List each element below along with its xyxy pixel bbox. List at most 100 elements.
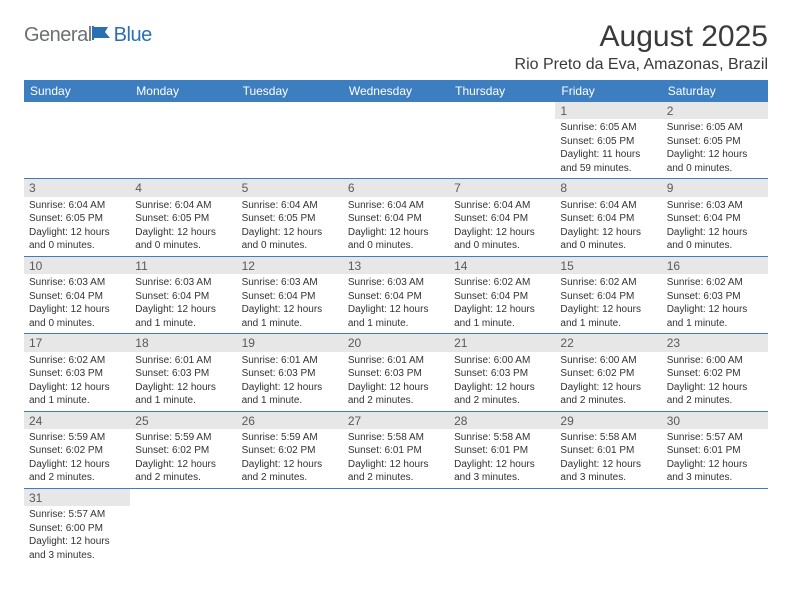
sunset-text: Sunset: 6:00 PM <box>29 522 125 536</box>
sunset-text: Sunset: 6:05 PM <box>135 212 231 226</box>
sunrise-text: Sunrise: 6:00 AM <box>560 354 656 368</box>
day-cell <box>449 488 555 565</box>
sunset-text: Sunset: 6:04 PM <box>348 212 444 226</box>
day-number: 5 <box>237 179 343 196</box>
sunset-text: Sunset: 6:01 PM <box>454 444 550 458</box>
day-number: 22 <box>555 334 661 351</box>
sunrise-text: Sunrise: 6:05 AM <box>560 121 656 135</box>
day-body: Sunrise: 6:05 AMSunset: 6:05 PMDaylight:… <box>555 119 661 178</box>
daylight-text: Daylight: 12 hours and 2 minutes. <box>454 381 550 408</box>
day-number: 26 <box>237 412 343 429</box>
sunset-text: Sunset: 6:02 PM <box>560 367 656 381</box>
daylight-text: Daylight: 12 hours and 1 minute. <box>242 381 338 408</box>
sunset-text: Sunset: 6:04 PM <box>667 212 763 226</box>
daylight-text: Daylight: 12 hours and 0 minutes. <box>667 148 763 175</box>
day-number: 23 <box>662 334 768 351</box>
day-body: Sunrise: 6:04 AMSunset: 6:05 PMDaylight:… <box>130 197 236 256</box>
day-body: Sunrise: 6:02 AMSunset: 6:03 PMDaylight:… <box>24 352 130 411</box>
sunrise-text: Sunrise: 6:04 AM <box>348 199 444 213</box>
day-cell: 31Sunrise: 5:57 AMSunset: 6:00 PMDayligh… <box>24 488 130 565</box>
day-body: Sunrise: 6:03 AMSunset: 6:04 PMDaylight:… <box>662 197 768 256</box>
sunrise-text: Sunrise: 6:01 AM <box>242 354 338 368</box>
day-cell: 2Sunrise: 6:05 AMSunset: 6:05 PMDaylight… <box>662 102 768 179</box>
sunrise-text: Sunrise: 6:00 AM <box>454 354 550 368</box>
sunset-text: Sunset: 6:04 PM <box>454 212 550 226</box>
daylight-text: Daylight: 12 hours and 1 minute. <box>560 303 656 330</box>
week-row: 17Sunrise: 6:02 AMSunset: 6:03 PMDayligh… <box>24 334 768 411</box>
sunrise-text: Sunrise: 5:58 AM <box>348 431 444 445</box>
col-tuesday: Tuesday <box>237 80 343 102</box>
daylight-text: Daylight: 12 hours and 1 minute. <box>135 381 231 408</box>
day-body: Sunrise: 6:02 AMSunset: 6:04 PMDaylight:… <box>449 274 555 333</box>
day-cell <box>555 488 661 565</box>
sunrise-text: Sunrise: 6:04 AM <box>135 199 231 213</box>
daylight-text: Daylight: 12 hours and 2 minutes. <box>348 381 444 408</box>
day-number: 6 <box>343 179 449 196</box>
day-cell: 8Sunrise: 6:04 AMSunset: 6:04 PMDaylight… <box>555 179 661 256</box>
sunset-text: Sunset: 6:03 PM <box>667 290 763 304</box>
page: General Blue August 2025 Rio Preto da Ev… <box>0 0 792 585</box>
day-cell: 7Sunrise: 6:04 AMSunset: 6:04 PMDaylight… <box>449 179 555 256</box>
day-body: Sunrise: 6:03 AMSunset: 6:04 PMDaylight:… <box>343 274 449 333</box>
day-cell: 14Sunrise: 6:02 AMSunset: 6:04 PMDayligh… <box>449 256 555 333</box>
day-number: 19 <box>237 334 343 351</box>
day-cell <box>343 102 449 179</box>
day-body: Sunrise: 5:58 AMSunset: 6:01 PMDaylight:… <box>555 429 661 488</box>
day-cell: 30Sunrise: 5:57 AMSunset: 6:01 PMDayligh… <box>662 411 768 488</box>
day-body: Sunrise: 6:04 AMSunset: 6:04 PMDaylight:… <box>555 197 661 256</box>
day-body: Sunrise: 6:01 AMSunset: 6:03 PMDaylight:… <box>343 352 449 411</box>
sunrise-text: Sunrise: 6:03 AM <box>29 276 125 290</box>
day-cell: 4Sunrise: 6:04 AMSunset: 6:05 PMDaylight… <box>130 179 236 256</box>
day-body: Sunrise: 5:59 AMSunset: 6:02 PMDaylight:… <box>237 429 343 488</box>
day-cell <box>130 488 236 565</box>
sunrise-text: Sunrise: 6:04 AM <box>29 199 125 213</box>
week-row: 3Sunrise: 6:04 AMSunset: 6:05 PMDaylight… <box>24 179 768 256</box>
day-number: 1 <box>555 102 661 119</box>
day-number: 25 <box>130 412 236 429</box>
day-cell: 16Sunrise: 6:02 AMSunset: 6:03 PMDayligh… <box>662 256 768 333</box>
day-cell: 24Sunrise: 5:59 AMSunset: 6:02 PMDayligh… <box>24 411 130 488</box>
day-body: Sunrise: 6:04 AMSunset: 6:04 PMDaylight:… <box>449 197 555 256</box>
sunrise-text: Sunrise: 6:03 AM <box>667 199 763 213</box>
week-row: 10Sunrise: 6:03 AMSunset: 6:04 PMDayligh… <box>24 256 768 333</box>
day-cell: 26Sunrise: 5:59 AMSunset: 6:02 PMDayligh… <box>237 411 343 488</box>
sunrise-text: Sunrise: 5:57 AM <box>29 508 125 522</box>
day-cell: 23Sunrise: 6:00 AMSunset: 6:02 PMDayligh… <box>662 334 768 411</box>
header: General Blue August 2025 Rio Preto da Ev… <box>24 20 768 74</box>
daylight-text: Daylight: 12 hours and 0 minutes. <box>29 226 125 253</box>
day-body: Sunrise: 5:57 AMSunset: 6:00 PMDaylight:… <box>24 506 130 565</box>
day-number: 2 <box>662 102 768 119</box>
day-number: 20 <box>343 334 449 351</box>
daylight-text: Daylight: 12 hours and 1 minute. <box>135 303 231 330</box>
sunrise-text: Sunrise: 6:02 AM <box>560 276 656 290</box>
sunrise-text: Sunrise: 6:03 AM <box>242 276 338 290</box>
sunset-text: Sunset: 6:03 PM <box>454 367 550 381</box>
daylight-text: Daylight: 12 hours and 0 minutes. <box>135 226 231 253</box>
sunrise-text: Sunrise: 6:03 AM <box>135 276 231 290</box>
day-body: Sunrise: 6:00 AMSunset: 6:03 PMDaylight:… <box>449 352 555 411</box>
day-cell: 11Sunrise: 6:03 AMSunset: 6:04 PMDayligh… <box>130 256 236 333</box>
day-cell <box>662 488 768 565</box>
day-cell: 28Sunrise: 5:58 AMSunset: 6:01 PMDayligh… <box>449 411 555 488</box>
daylight-text: Daylight: 12 hours and 3 minutes. <box>454 458 550 485</box>
daylight-text: Daylight: 12 hours and 1 minute. <box>454 303 550 330</box>
sunset-text: Sunset: 6:01 PM <box>560 444 656 458</box>
day-cell: 10Sunrise: 6:03 AMSunset: 6:04 PMDayligh… <box>24 256 130 333</box>
daylight-text: Daylight: 12 hours and 2 minutes. <box>135 458 231 485</box>
month-title: August 2025 <box>515 20 768 54</box>
flag-icon <box>92 24 114 47</box>
day-cell: 18Sunrise: 6:01 AMSunset: 6:03 PMDayligh… <box>130 334 236 411</box>
week-row: 24Sunrise: 5:59 AMSunset: 6:02 PMDayligh… <box>24 411 768 488</box>
day-body: Sunrise: 5:58 AMSunset: 6:01 PMDaylight:… <box>449 429 555 488</box>
day-body: Sunrise: 6:04 AMSunset: 6:04 PMDaylight:… <box>343 197 449 256</box>
sunset-text: Sunset: 6:03 PM <box>135 367 231 381</box>
day-body: Sunrise: 6:04 AMSunset: 6:05 PMDaylight:… <box>24 197 130 256</box>
daylight-text: Daylight: 12 hours and 2 minutes. <box>29 458 125 485</box>
day-number: 4 <box>130 179 236 196</box>
day-body: Sunrise: 6:04 AMSunset: 6:05 PMDaylight:… <box>237 197 343 256</box>
sunrise-text: Sunrise: 6:04 AM <box>242 199 338 213</box>
day-cell: 15Sunrise: 6:02 AMSunset: 6:04 PMDayligh… <box>555 256 661 333</box>
sunrise-text: Sunrise: 6:03 AM <box>348 276 444 290</box>
sunset-text: Sunset: 6:02 PM <box>667 367 763 381</box>
sunrise-text: Sunrise: 6:02 AM <box>454 276 550 290</box>
